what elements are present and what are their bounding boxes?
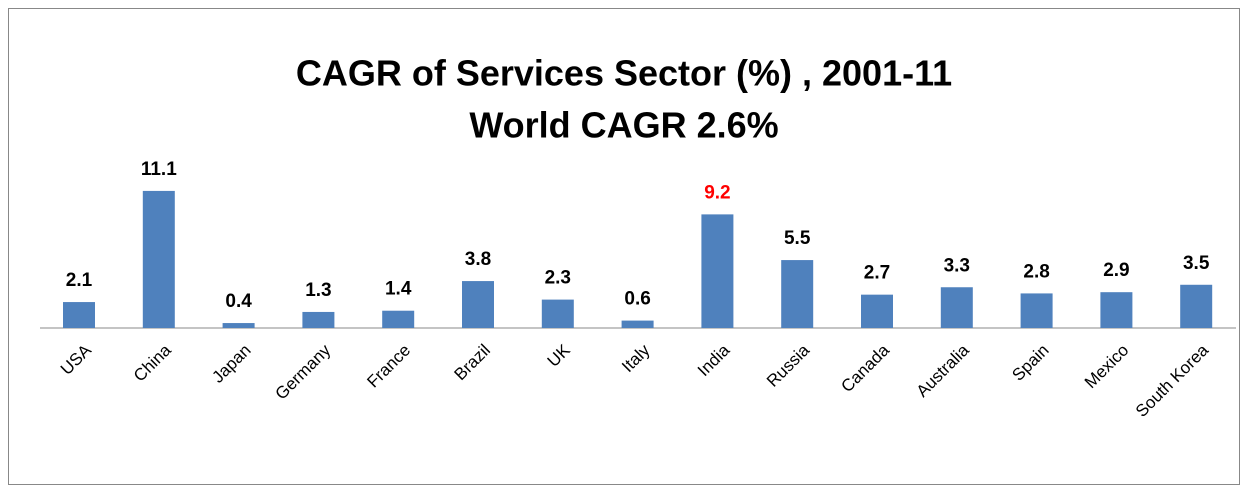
bar <box>861 294 893 328</box>
bar <box>382 310 415 328</box>
bar <box>1020 293 1053 328</box>
value-label: 3.5 <box>1183 253 1210 274</box>
value-label: 3.8 <box>465 249 491 270</box>
bar <box>541 299 574 328</box>
value-label: 2.3 <box>545 268 571 289</box>
bar <box>142 190 175 328</box>
value-label: 2.1 <box>66 270 93 291</box>
value-label: 5.5 <box>784 228 811 249</box>
bar <box>621 320 654 328</box>
value-label: 11.1 <box>141 159 177 180</box>
value-label: 0.4 <box>225 291 252 312</box>
bar <box>462 281 494 328</box>
value-label: 2.9 <box>1103 260 1129 281</box>
chart-frame <box>8 8 1240 485</box>
bar <box>302 311 335 328</box>
chart-subtitle: World CAGR 2.6% <box>469 105 778 146</box>
bar <box>701 214 734 328</box>
bar <box>222 323 255 328</box>
value-label: 1.4 <box>385 279 412 300</box>
value-label: 2.7 <box>864 263 890 284</box>
bar <box>63 302 95 328</box>
bar <box>781 260 814 328</box>
value-label: 0.6 <box>624 289 650 310</box>
chart-title: CAGR of Services Sector (%) , 2001-11 <box>296 53 952 94</box>
value-label: 1.3 <box>305 280 331 301</box>
bar <box>1180 284 1213 328</box>
value-label: 2.8 <box>1023 261 1049 282</box>
bar <box>1100 292 1133 328</box>
value-label: 9.2 <box>704 182 730 203</box>
bar <box>940 287 973 328</box>
value-label: 3.3 <box>944 255 970 276</box>
